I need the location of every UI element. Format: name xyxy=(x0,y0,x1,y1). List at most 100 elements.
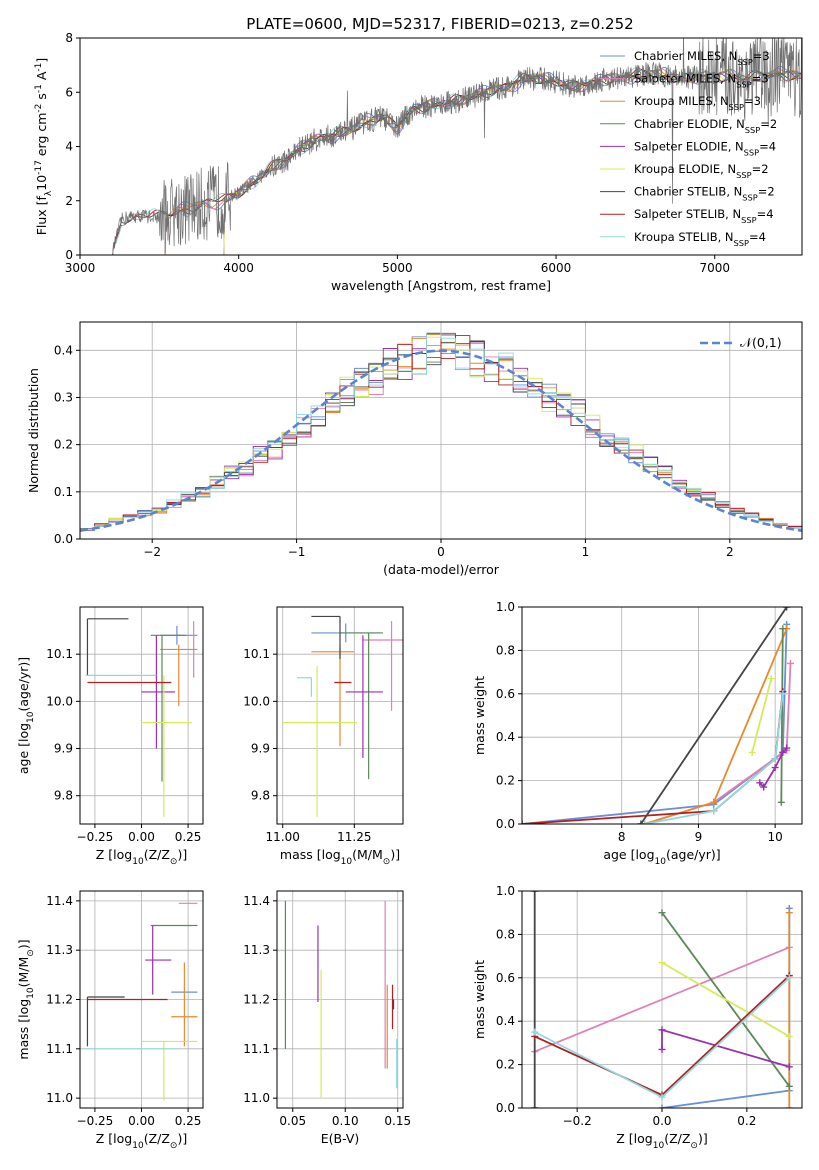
y-tick-label: 11.4 xyxy=(243,894,270,908)
mass-weight-marker xyxy=(658,1093,666,1101)
mass-weight-marker xyxy=(783,607,791,611)
legend-entry: Kroupa ELODIE, NSSP=2 xyxy=(634,162,769,180)
mass-weight-line xyxy=(534,946,790,1053)
y-tick-label: 4 xyxy=(65,140,73,154)
x-tick-label: 8 xyxy=(618,830,626,844)
y-tick-label: 0.3 xyxy=(54,390,73,404)
y-tick-label: 0.6 xyxy=(496,687,515,701)
mass-weight-marker xyxy=(779,748,787,756)
mass-weight-marker xyxy=(658,1026,666,1034)
y-tick-label: 1.0 xyxy=(496,884,515,898)
x-axis-label: age [log10(age/yr)] xyxy=(603,847,720,867)
plot-area xyxy=(284,900,398,1099)
observed-spectrum-line xyxy=(111,38,802,255)
mass-weight-line xyxy=(522,691,784,824)
x-tick-label: 0.00 xyxy=(128,830,155,844)
plot-area xyxy=(80,332,802,539)
y-tick-label: 10.1 xyxy=(46,647,73,661)
mass-weight-line xyxy=(644,693,784,824)
y-tick-label: 11.0 xyxy=(46,1091,73,1105)
mass-weight-marker xyxy=(658,1045,666,1053)
x-tick-label: 0.0 xyxy=(652,1114,671,1128)
mass-weight-line xyxy=(640,607,788,824)
mass-vs-extinction-panel: 0.05 0.10 0.15 11.0 11.1 11.2 11.3 11.4 E(B-V) xyxy=(243,890,411,1146)
mass-weight-marker xyxy=(779,625,787,633)
spectrum-panel: 3000 4000 5000 6000 7000 0 2 4 6 8 wavelength [Ang… xyxy=(34,31,803,293)
y-axis-label: age [log10(age/yr)] xyxy=(16,657,36,774)
y-tick-label: 0.0 xyxy=(496,817,515,831)
x-tick-label: −1 xyxy=(288,545,306,559)
x-axis-label: wavelength [Angstrom, rest frame] xyxy=(331,278,551,293)
y-tick-label: 1.0 xyxy=(496,600,515,614)
x-tick-label: 9 xyxy=(695,830,703,844)
residuals-panel: −2 −1 0 1 2 0.0 0.1 0.2 0.3 0.4 (data-model)/error… xyxy=(26,321,803,577)
y-tick-label: 10.0 xyxy=(46,694,73,708)
y-tick-label: 9.8 xyxy=(251,789,270,803)
mass-weight-marker xyxy=(748,748,756,756)
mass-weight-marker xyxy=(785,1032,793,1040)
x-tick-label: 1 xyxy=(582,545,590,559)
y-tick-label: 8 xyxy=(65,31,73,45)
y-tick-label: 11.3 xyxy=(46,943,73,957)
x-tick-label: 0.00 xyxy=(128,1114,155,1128)
mass-weight-vs-metallicity-panel: −0.2 0.0 0.2 0.0 0.2 0.4 0.6 0.8 1.0 Z [log10(Z/Z… xyxy=(472,884,803,1151)
legend-entry: 𝒩(0,1) xyxy=(740,335,782,350)
y-tick-label: 0.4 xyxy=(496,1014,515,1028)
x-tick-label: 6000 xyxy=(541,261,572,275)
y-tick-label: 10.1 xyxy=(243,647,270,661)
plot-area xyxy=(522,607,794,824)
x-tick-label: 0.25 xyxy=(175,1114,202,1128)
mass-weight-line xyxy=(751,678,773,753)
y-tick-label: 11.2 xyxy=(46,993,73,1007)
legend-entry: Kroupa MILES, NSSP=3 xyxy=(634,94,761,112)
y-tick-label: 0 xyxy=(65,248,73,262)
mass-weight-marker xyxy=(777,798,785,806)
mass-weight-marker xyxy=(760,783,768,791)
y-axis-label: mass weight xyxy=(472,960,487,1039)
mass-weight-marker xyxy=(531,1104,539,1108)
plot-area xyxy=(85,618,198,817)
legend-entry: Chabrier MILES, NSSP=3 xyxy=(634,49,770,67)
x-tick-label: 0.10 xyxy=(332,1114,359,1128)
y-axis-label: Normed distribution xyxy=(26,368,41,493)
y-tick-label: 11.0 xyxy=(243,1091,270,1105)
mass-weight-marker xyxy=(710,807,718,815)
mass-weight-marker xyxy=(785,1104,793,1108)
mass-weight-marker xyxy=(785,909,793,917)
y-tick-label: 0.2 xyxy=(54,438,73,452)
y-tick-label: 0.2 xyxy=(496,774,515,788)
legend-entry: Salpeter STELIB, NSSP=4 xyxy=(634,207,774,225)
x-axis-label: Z [log10(Z/Z⊙)] xyxy=(96,847,187,867)
y-tick-label: 0.8 xyxy=(496,927,515,941)
legend-entry: Chabrier ELODIE, NSSP=2 xyxy=(634,117,777,135)
age-vs-mass-panel: 11.00 11.25 9.8 9.9 10.0 10.1 mass [log10(M/M⊙… xyxy=(243,606,404,867)
mass-weight-marker xyxy=(771,755,779,763)
legend-entry: Chabrier STELIB, NSSP=2 xyxy=(634,185,775,203)
mass-weight-line xyxy=(661,961,790,1038)
legend-entry: Salpeter MILES, NSSP=3 xyxy=(634,72,769,90)
mass-weight-marker xyxy=(779,690,787,698)
mass-weight-marker xyxy=(531,1028,539,1036)
mass-weight-marker xyxy=(756,779,764,787)
mass-weight-marker xyxy=(783,744,791,752)
x-tick-label: 0 xyxy=(437,545,445,559)
figure-title: PLATE=0600, MJD=52317, FIBERID=0213, z=0… xyxy=(246,15,633,33)
mass-weight-marker xyxy=(785,974,793,982)
mass-weight-marker xyxy=(710,798,718,806)
y-tick-label: 6 xyxy=(65,85,73,99)
y-tick-label: 10.0 xyxy=(243,694,270,708)
y-tick-label: 0.8 xyxy=(496,643,515,657)
mass-weight-line xyxy=(780,628,784,803)
y-tick-label: 0.0 xyxy=(54,532,73,546)
x-tick-label: 0.2 xyxy=(737,1114,756,1128)
y-tick-label: 0.4 xyxy=(496,730,515,744)
x-axis-label: (data-model)/error xyxy=(383,562,500,577)
y-tick-label: 0.1 xyxy=(54,485,73,499)
y-axis-label: mass weight xyxy=(472,676,487,755)
x-tick-label: 2 xyxy=(726,545,734,559)
mass-weight-line xyxy=(644,628,788,824)
age-vs-metallicity-panel: −0.25 0.00 0.25 9.8 9.9 10.0 10.1 Z [log10(Z/Z⊙… xyxy=(16,606,204,867)
x-tick-label: 3000 xyxy=(65,261,96,275)
mass-weight-marker xyxy=(658,1104,666,1108)
